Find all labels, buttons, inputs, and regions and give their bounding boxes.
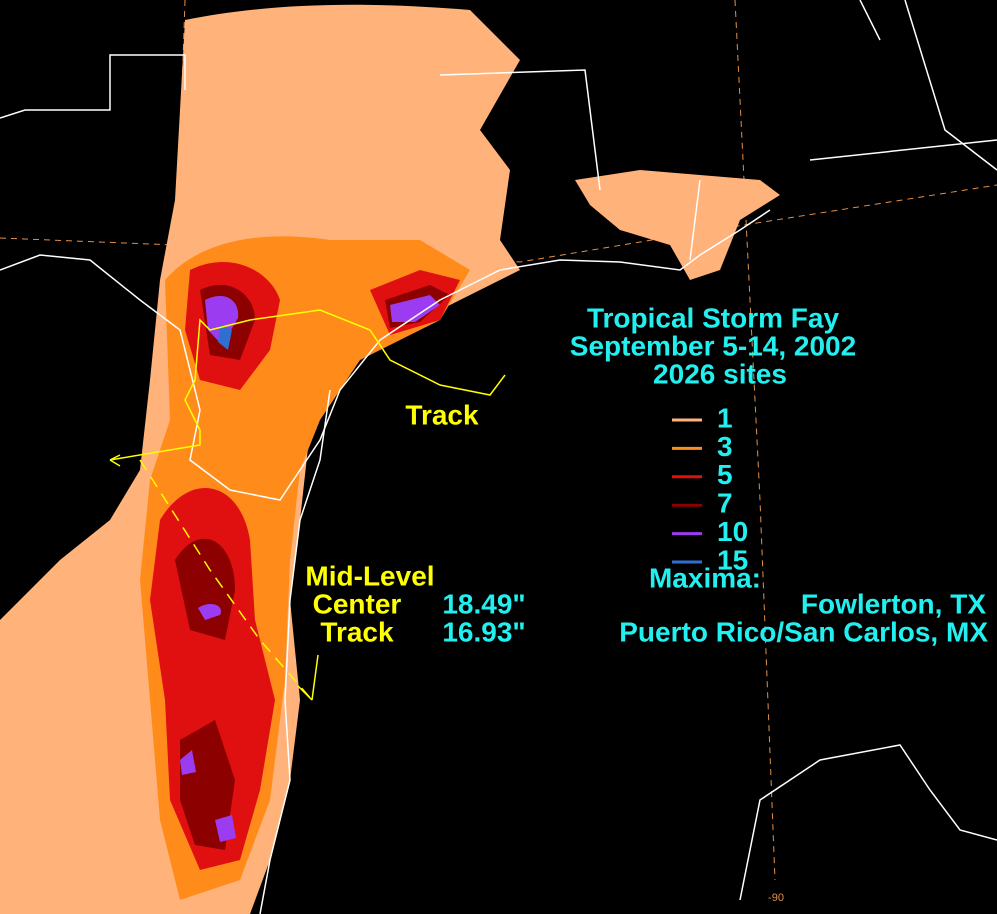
title-line: Tropical Storm Fay <box>587 302 839 333</box>
maxima-place: Puerto Rico/San Carlos, MX <box>619 616 988 647</box>
legend-label: 7 <box>717 488 733 519</box>
maxima-value: 18.49" <box>442 588 525 619</box>
title-line: September 5-14, 2002 <box>570 330 856 361</box>
longitude-label: -90 <box>768 892 784 904</box>
legend-label: 10 <box>717 516 748 547</box>
legend-label: 15 <box>717 544 748 575</box>
legend-label: 5 <box>717 459 733 490</box>
maxima-place: Fowlerton, TX <box>801 588 986 619</box>
maxima-value: 16.93" <box>442 616 525 647</box>
mid-level-label: Track <box>320 616 394 647</box>
mid-level-label: Mid-Level <box>305 560 434 591</box>
mid-level-label: Center <box>313 588 402 619</box>
legend-label: 3 <box>717 431 733 462</box>
legend-label: 1 <box>717 402 733 433</box>
storm-track <box>109 309 506 701</box>
maxima-heading: Maxima: <box>649 562 761 593</box>
track-label: Track <box>405 399 479 430</box>
rainfall-swath <box>0 4 780 914</box>
title-line: 2026 sites <box>653 358 787 389</box>
